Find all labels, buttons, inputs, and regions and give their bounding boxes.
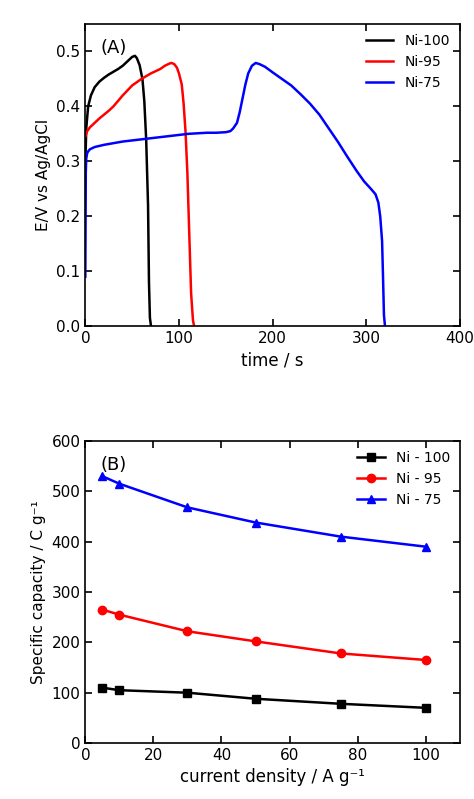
Ni - 75 xyxy=(338,532,344,542)
X-axis label: time / s: time / s xyxy=(241,352,304,369)
Legend: Ni-100, Ni-95, Ni-75: Ni-100, Ni-95, Ni-75 xyxy=(360,28,456,95)
Ni - 75 xyxy=(423,542,428,551)
Y-axis label: Specific capacity / C g⁻¹: Specific capacity / C g⁻¹ xyxy=(31,500,46,684)
Ni - 95 xyxy=(253,637,258,646)
Ni - 95 xyxy=(423,655,428,665)
Ni - 100 xyxy=(117,686,122,695)
Line: Ni - 75: Ni - 75 xyxy=(98,472,430,551)
Ni - 95 xyxy=(117,610,122,619)
Ni - 95 xyxy=(338,649,344,658)
Ni - 75 xyxy=(253,518,258,527)
Ni - 100 xyxy=(423,703,428,713)
Ni - 100 xyxy=(253,694,258,704)
Ni - 95 xyxy=(184,626,190,636)
Text: (B): (B) xyxy=(100,456,127,474)
Ni - 100 xyxy=(100,683,105,693)
Y-axis label: E/V vs Ag/AgCl: E/V vs Ag/AgCl xyxy=(36,119,51,231)
Line: Ni - 95: Ni - 95 xyxy=(98,606,430,664)
Ni - 100 xyxy=(184,688,190,698)
Ni - 75 xyxy=(184,503,190,512)
Ni - 75 xyxy=(100,471,105,481)
X-axis label: current density / A g⁻¹: current density / A g⁻¹ xyxy=(180,769,365,786)
Ni - 100 xyxy=(338,699,344,709)
Text: (A): (A) xyxy=(100,39,127,57)
Ni - 95 xyxy=(100,605,105,614)
Legend: Ni - 100, Ni - 95, Ni - 75: Ni - 100, Ni - 95, Ni - 75 xyxy=(351,445,456,512)
Line: Ni - 100: Ni - 100 xyxy=(98,683,430,712)
Ni - 75 xyxy=(117,479,122,488)
